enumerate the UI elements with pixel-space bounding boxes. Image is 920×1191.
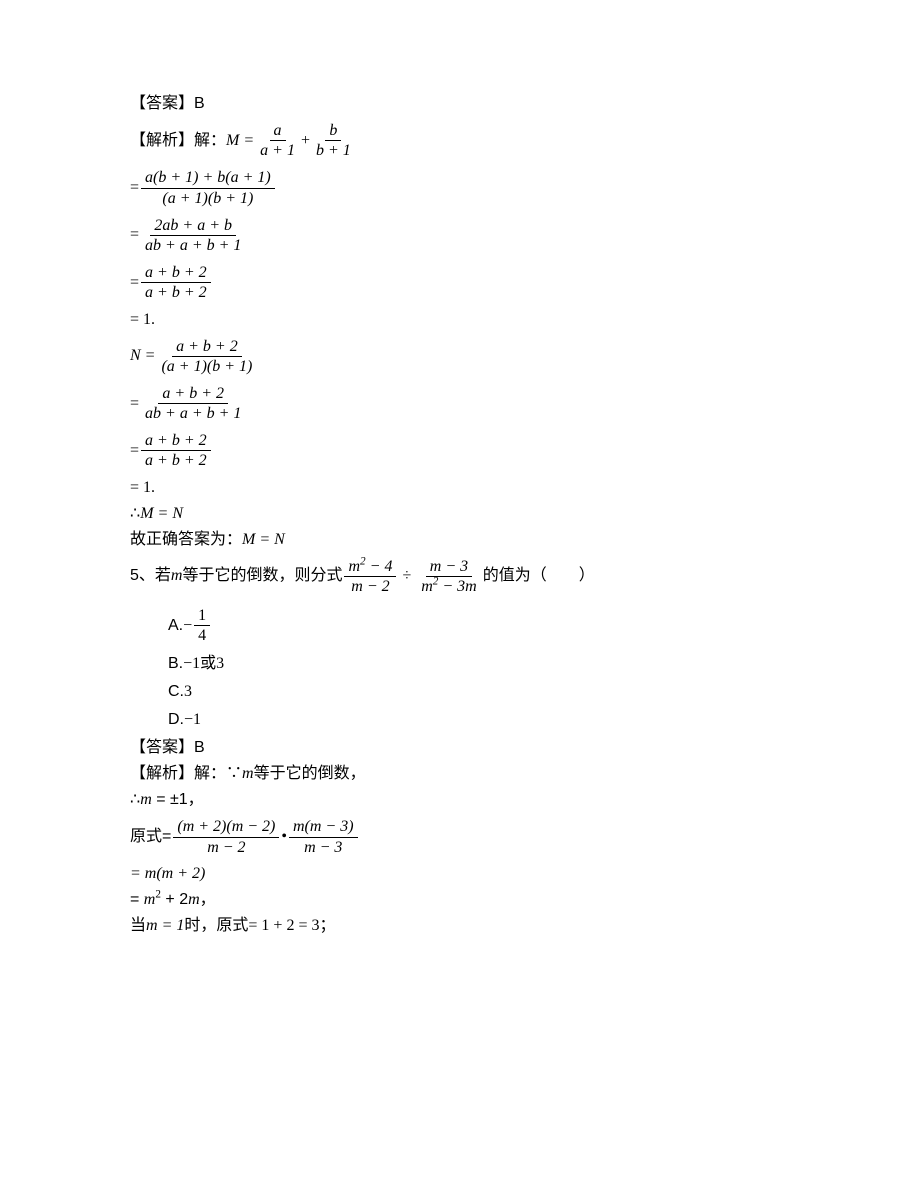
fraction: a(b + 1) + b(a + 1) (a + 1)(b + 1) <box>141 168 275 207</box>
analysis5-text2: 等于它的倒数， <box>254 762 366 786</box>
answer-value: B <box>194 736 205 760</box>
analysis-4-n-line2: = a + b + 2 ab + a + b + 1 <box>130 381 790 426</box>
question-5: 5、若 m 等于它的倒数，则分式 m2 − 4 m − 2 ÷ m − 3 m2… <box>130 554 790 599</box>
answer-label: 【答案】 <box>130 736 194 760</box>
equals: = <box>130 223 139 247</box>
plus: + <box>301 129 310 153</box>
when-m1: m = 1 <box>146 914 184 938</box>
m-equals: M = <box>226 129 254 153</box>
equals: = <box>130 439 139 463</box>
equals-one: = 1. <box>130 476 155 500</box>
analysis-4-line3: = 2ab + a + b ab + a + b + 1 <box>130 213 790 258</box>
equals-one: = 1. <box>130 308 155 332</box>
analysis-5-line2: ∴m = ±1， <box>130 788 790 812</box>
neg: − <box>183 614 192 638</box>
m-eq-n: M = N <box>242 528 285 552</box>
option-c: C. 3 <box>168 680 790 704</box>
option-b: B. −1或3 <box>168 652 790 676</box>
analysis-4-n-line3: = a + b + 2 a + b + 2 <box>130 428 790 473</box>
fraction: a + b + 2 ab + a + b + 1 <box>141 384 245 423</box>
answer-value: B <box>194 92 205 116</box>
option-d-text: −1 <box>184 708 201 732</box>
equals: = <box>130 392 139 416</box>
option-b-label: B. <box>168 652 183 676</box>
analysis-5-line4: = m(m + 2) <box>130 862 790 886</box>
document-page: 【答案】 B 【解析】解： M = a a + 1 + b b + 1 = a(… <box>0 0 920 1000</box>
when-suffix: 时，原式 <box>184 914 248 938</box>
fraction: b b + 1 <box>312 121 355 160</box>
q5-m: m <box>171 564 183 588</box>
fraction: m(m − 3) m − 3 <box>289 817 358 856</box>
analysis-4-n-line4: = 1. <box>130 476 790 500</box>
analysis-5-line5: = m2 + 2m， <box>130 888 790 912</box>
q5-text1: 等于它的倒数，则分式 <box>182 564 342 588</box>
analysis-4-conclusion2: 故正确答案为： M = N <box>130 528 790 552</box>
analysis-label: 【解析】解： <box>130 129 226 153</box>
fraction: m − 3 m2 − 3m <box>417 557 481 596</box>
fraction: a + b + 2 (a + 1)(b + 1) <box>157 337 256 376</box>
divide: ÷ <box>402 564 411 588</box>
dot: • <box>281 825 287 849</box>
fraction: (m + 2)(m − 2) m − 2 <box>173 817 279 856</box>
option-c-label: C. <box>168 680 184 704</box>
fraction: a a + 1 <box>256 121 299 160</box>
option-d-label: D. <box>168 708 184 732</box>
analysis-4-line5: = 1. <box>130 308 790 332</box>
orig-prefix: 原式= <box>130 825 171 849</box>
analysis5-line2: ∴m = ±1， <box>130 788 204 812</box>
equals: = <box>130 271 139 295</box>
step5-2: = m(m + 2) <box>130 862 205 886</box>
when-result: = 1 + 2 = 3 <box>248 914 319 938</box>
q5-prefix: 5、若 <box>130 564 171 588</box>
conclusion-prefix: 故正确答案为： <box>130 528 242 552</box>
option-c-text: 3 <box>184 680 192 704</box>
m-var: m <box>242 762 254 786</box>
step5-3: = m2 + 2m， <box>130 888 216 912</box>
analysis-4-n-line1: N = a + b + 2 (a + 1)(b + 1) <box>130 334 790 379</box>
fraction: a + b + 2 a + b + 2 <box>141 263 211 302</box>
m-eq-n: M = N <box>140 502 183 526</box>
fraction: 2ab + a + b ab + a + b + 1 <box>141 216 245 255</box>
analysis-4-line4: = a + b + 2 a + b + 2 <box>130 260 790 305</box>
n-equals: N = <box>130 344 155 368</box>
option-b-text: −1或3 <box>183 652 224 676</box>
answer-5: 【答案】 B <box>130 736 790 760</box>
therefore: ∴ <box>130 502 140 526</box>
analysis-4-conclusion1: ∴ M = N <box>130 502 790 526</box>
fraction: a + b + 2 a + b + 2 <box>141 431 211 470</box>
analysis-5-line1: 【解析】 解：∵ m 等于它的倒数， <box>130 762 790 786</box>
answer-4: 【答案】 B <box>130 92 790 116</box>
analysis5-text1: 解：∵ <box>194 762 242 786</box>
analysis-4-line2: = a(b + 1) + b(a + 1) (a + 1)(b + 1) <box>130 165 790 210</box>
when-prefix: 当 <box>130 914 146 938</box>
analysis-4-line1: 【解析】解： M = a a + 1 + b b + 1 <box>130 118 790 163</box>
analysis-5-line3: 原式= (m + 2)(m − 2) m − 2 • m(m − 3) m − … <box>130 814 790 859</box>
fraction: 1 4 <box>194 606 210 645</box>
option-a-label: A. <box>168 614 183 638</box>
option-a: A. − 1 4 <box>168 603 790 648</box>
analysis-5-line6: 当 m = 1 时，原式 = 1 + 2 = 3 ； <box>130 914 790 938</box>
fraction: m2 − 4 m − 2 <box>344 557 396 596</box>
option-d: D. −1 <box>168 708 790 732</box>
analysis-label: 【解析】 <box>130 762 194 786</box>
equals: = <box>130 176 139 200</box>
when-semi: ； <box>319 914 335 938</box>
answer-label: 【答案】 <box>130 92 194 116</box>
q5-text2: 的值为（ ） <box>483 564 595 588</box>
